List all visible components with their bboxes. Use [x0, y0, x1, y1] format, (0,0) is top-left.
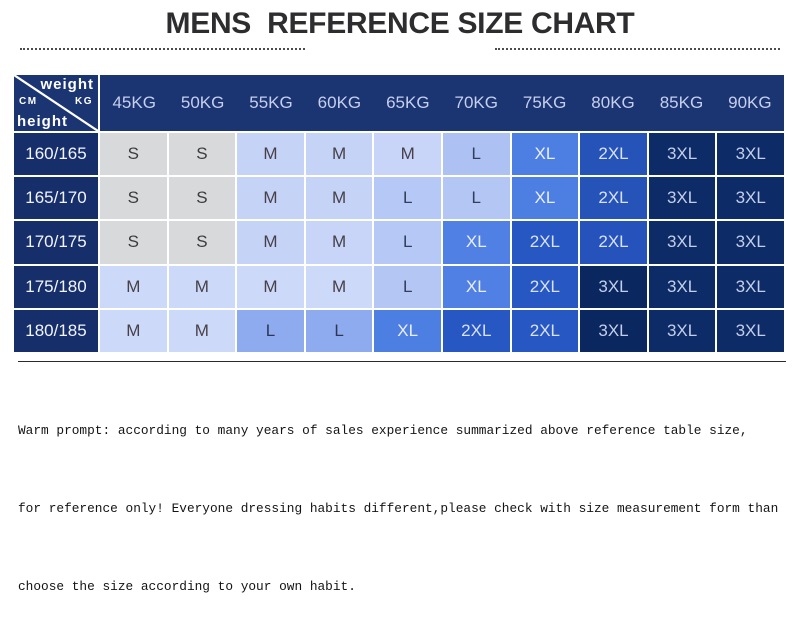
size-cell: XL	[374, 309, 441, 352]
dotted-rule-right	[495, 48, 780, 50]
size-cell: XL	[442, 221, 510, 264]
size-cell: 3XL	[648, 221, 716, 264]
warm-prompt-line: for reference only! Everyone dressing ha…	[18, 501, 779, 516]
size-cell: XL	[442, 265, 510, 308]
weight-header: 90KG	[728, 93, 772, 112]
size-cell: M	[237, 133, 304, 176]
size-cell: 3XL	[717, 265, 784, 308]
size-cell: S	[100, 177, 167, 220]
page-title: MENS REFERENCE SIZE CHART	[165, 7, 635, 40]
size-cell: M	[168, 309, 236, 352]
size-cell: S	[168, 221, 236, 264]
height-row-header: 180/185	[14, 309, 98, 352]
size-cell: M	[237, 265, 304, 308]
footer-divider	[18, 361, 786, 362]
height-row-header: 175/180	[14, 265, 98, 308]
size-cell: M	[237, 221, 304, 264]
size-cell: L	[374, 177, 441, 220]
warm-prompt-line: Warm prompt: according to many years of …	[18, 423, 748, 438]
size-cell: S	[100, 221, 167, 264]
weight-header: 80KG	[591, 93, 635, 112]
size-cell: 3XL	[717, 221, 784, 264]
size-cell: S	[100, 133, 167, 176]
weight-header: 85KG	[659, 93, 704, 112]
size-cell: M	[100, 265, 167, 308]
size-cell: M	[237, 177, 304, 220]
size-cell: 2XL	[511, 309, 579, 352]
size-chart-table: weight CM KG height 45KG 50KG 55KG 60KG 65KG…	[14, 75, 784, 352]
table-corner-cell: weight CM KG height	[14, 75, 98, 131]
size-cell: L	[442, 133, 510, 176]
size-cell: M	[100, 309, 167, 352]
size-cell: M	[305, 265, 373, 308]
weight-header: 70KG	[454, 93, 498, 112]
corner-kg-label: KG	[75, 96, 93, 107]
weight-header: 65KG	[386, 93, 430, 112]
corner-weight-label: weight	[40, 76, 94, 93]
size-cell: 3XL	[648, 309, 716, 352]
size-cell: XL	[511, 133, 579, 176]
size-cell: 2XL	[580, 221, 647, 264]
height-row-header: 160/165	[14, 133, 98, 176]
weight-header: 75KG	[522, 93, 567, 112]
warm-prompt-line: choose the size according to your own ha…	[18, 579, 356, 594]
weight-header: 60KG	[317, 93, 362, 112]
size-cell: L	[237, 309, 304, 352]
size-cell: 3XL	[717, 133, 784, 176]
size-cell: M	[305, 221, 373, 264]
size-cell: 3XL	[648, 265, 716, 308]
size-cell: 3XL	[580, 265, 647, 308]
size-cell: M	[168, 265, 236, 308]
height-row-header: 165/170	[14, 177, 98, 220]
size-cell: L	[305, 309, 373, 352]
size-cell: 2XL	[442, 309, 510, 352]
size-cell: L	[374, 265, 441, 308]
size-cell: 3XL	[580, 309, 647, 352]
dotted-rule-left	[20, 48, 305, 50]
size-cell: L	[442, 177, 510, 220]
size-cell: M	[305, 133, 373, 176]
size-cell: 3XL	[648, 133, 716, 176]
weight-header: 55KG	[249, 93, 293, 112]
size-cell: M	[305, 177, 373, 220]
size-cell: S	[168, 177, 236, 220]
size-cell: 2XL	[580, 177, 647, 220]
size-cell: 2XL	[511, 265, 579, 308]
warm-prompt-text: Warm prompt: according to many years of …	[18, 366, 778, 626]
size-cell: 3XL	[648, 177, 716, 220]
size-cell: 3XL	[717, 177, 784, 220]
size-cell: XL	[511, 177, 579, 220]
size-cell: L	[374, 221, 441, 264]
weight-header-row: 45KG 50KG 55KG 60KG 65KG 70KG 75KG 80KG 85KG 90KG	[100, 75, 784, 131]
size-cell: 2XL	[511, 221, 579, 264]
weight-header: 45KG	[112, 93, 156, 112]
corner-cm-label: CM	[19, 96, 38, 107]
diagonal-line-icon	[14, 75, 98, 131]
weight-header: 50KG	[180, 93, 225, 112]
size-cell: M	[374, 133, 441, 176]
size-cell: S	[168, 133, 236, 176]
corner-height-label: height	[17, 113, 68, 130]
size-cell: 3XL	[717, 309, 784, 352]
size-cell: 2XL	[580, 133, 647, 176]
height-row-header: 170/175	[14, 221, 98, 264]
